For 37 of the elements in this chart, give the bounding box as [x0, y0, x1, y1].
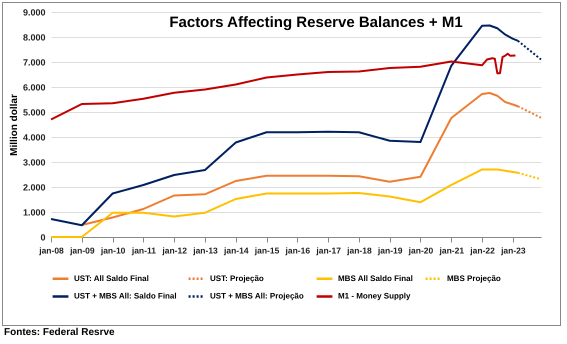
y-tick-label: 0 [40, 232, 46, 242]
legend-label: MBS All Saldo Final [338, 274, 413, 283]
x-tick-label: jan-15 [254, 246, 280, 256]
x-tick-label: jan-23 [500, 246, 526, 256]
legend-label: UST + MBS All: Projeção [210, 292, 304, 300]
x-tick-label: jan-18 [346, 246, 372, 256]
y-tick-label: 2.000 [22, 182, 46, 192]
x-tick-label: jan-16 [284, 246, 310, 256]
x-tick-label: jan-17 [315, 246, 342, 256]
x-tick-label: jan-14 [222, 246, 249, 256]
y-tick-label: 7.000 [22, 58, 46, 68]
legend-label: MBS Projeção [447, 274, 501, 283]
legend-label: UST + MBS All: Saldo Final [74, 292, 177, 300]
y-axis-title: Million dollar [8, 94, 20, 156]
x-tick-label: jan-10 [100, 246, 126, 256]
x-tick-label: jan-13 [192, 246, 218, 256]
x-tick-label: jan-11 [130, 246, 156, 256]
line-series [50, 52, 516, 120]
x-tick-label: jan-12 [161, 246, 188, 256]
y-tick-label: 4.000 [22, 132, 46, 142]
chart-title: Factors Affecting Reserve Balances + M1 [169, 14, 463, 31]
legend-label: UST: All Saldo Final [74, 274, 149, 283]
legend-label: M1 - Money Supply [338, 292, 411, 300]
y-tick-label: 6.000 [22, 82, 46, 92]
y-tick-label: 9.000 [22, 8, 46, 18]
x-tick-label: jan-19 [376, 246, 403, 256]
legend-label: UST: Projeção [210, 274, 264, 283]
y-tick-label: 8.000 [22, 32, 46, 42]
x-tick-label: jan-09 [69, 246, 95, 256]
y-tick-label: 3.000 [22, 158, 46, 168]
x-tick-label: jan-22 [469, 246, 496, 256]
text: Fontes: Federal Resrve [4, 327, 115, 338]
x-tick-label: jan-20 [408, 246, 434, 256]
x-tick-label: jan-08 [38, 246, 64, 256]
y-tick-label: 5.000 [22, 108, 46, 118]
y-tick-label: 1.000 [22, 208, 46, 218]
x-tick-label: jan-21 [438, 246, 464, 256]
